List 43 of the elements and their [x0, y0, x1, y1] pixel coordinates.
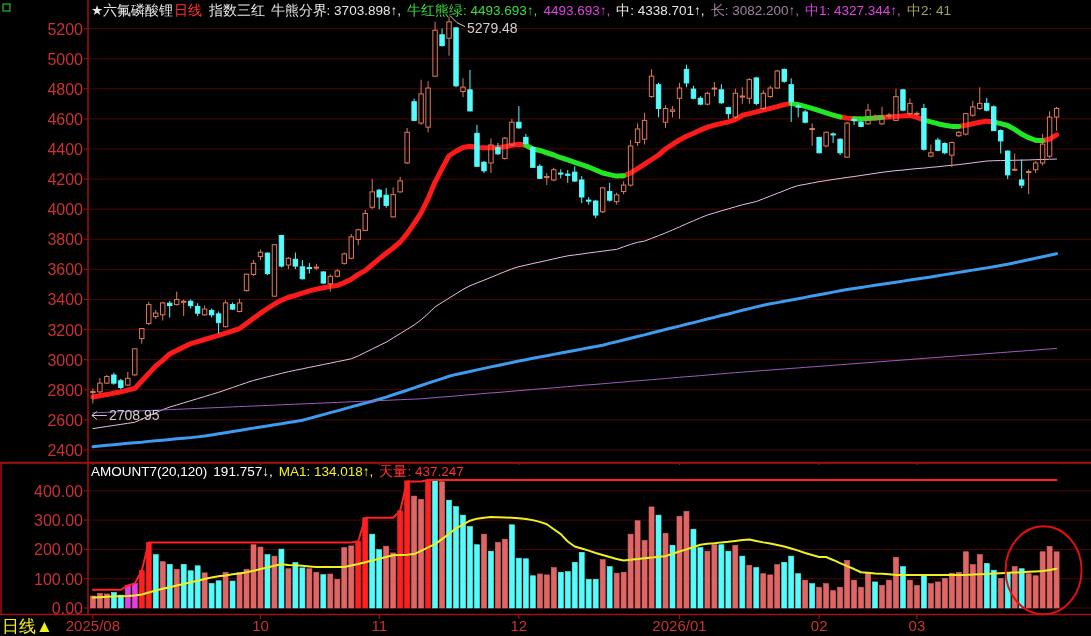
y-tick-label: 0.00: [51, 600, 84, 617]
annotation: 191.757↓,: [213, 464, 273, 479]
y-tick-label: 200.00: [34, 541, 84, 559]
annotation: 中1: 4327.344↑,: [805, 3, 901, 18]
y-tick-label: 3600: [47, 261, 84, 279]
annotation: 长: 3082.200↑,: [710, 3, 799, 18]
y-tick-label: 5000: [47, 50, 84, 68]
y-tick-label: 4600: [47, 110, 84, 128]
annotation: 4493.693↑,: [543, 3, 611, 18]
x-tick-label: 10: [252, 617, 269, 634]
y-tick-label: 4400: [47, 140, 84, 158]
x-axis-title: 日线▲: [2, 617, 53, 636]
chart-title: ★六氟磷酸锂: [91, 3, 174, 18]
y-tick-label: 2800: [47, 381, 84, 399]
x-tick-label: 02: [810, 617, 828, 634]
y-tick-label: 2600: [47, 411, 84, 429]
y-tick-label: 5200: [47, 20, 84, 38]
y-tick-label: 300.00: [34, 512, 84, 530]
y-tick-label: 3000: [47, 351, 84, 369]
chart-subtitle: 日线: [174, 3, 203, 18]
x-tick-label: 2025/08: [65, 617, 121, 634]
x-tick-label: 12: [510, 617, 528, 634]
annotation: MA1: 134.018↑,: [278, 464, 374, 479]
x-tick-label: 2026/01: [652, 617, 707, 634]
annotation: 中2: 41: [906, 3, 951, 18]
y-tick-label: 2400: [47, 441, 84, 459]
y-tick-label: 400.00: [34, 482, 84, 500]
chart-title: AMOUNT7(20,120): [91, 464, 208, 479]
y-tick-label: 3800: [47, 231, 84, 249]
annotation: 中: 4338.701↑,: [616, 3, 705, 18]
x-tick-label: 11: [371, 617, 387, 634]
y-tick-label: 4000: [47, 201, 84, 219]
annotation: 天量: 437.247: [379, 464, 464, 479]
annotation: 指数三红: [207, 3, 265, 18]
y-tick-label: 4200: [47, 171, 84, 189]
annotation: 牛熊分界: 3703.898↑,: [270, 3, 401, 18]
y-tick-label: 3200: [47, 321, 84, 339]
y-tick-label: 3400: [47, 291, 84, 309]
y-tick-label: 4800: [47, 80, 84, 98]
annotation: 牛红熊绿: 4493.693↑,: [407, 3, 538, 18]
y-tick-label: 100.00: [34, 570, 84, 588]
x-tick-label: 03: [908, 617, 926, 634]
annotation: 5279.48: [467, 19, 518, 36]
